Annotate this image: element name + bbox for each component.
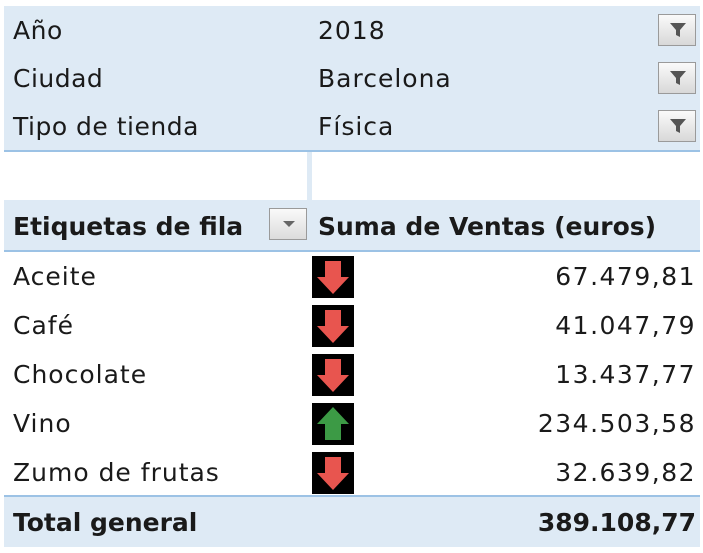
table-row[interactable]: Aceite 67.479,81 bbox=[4, 252, 700, 301]
trend-indicator bbox=[312, 256, 354, 298]
column-clip-edge bbox=[700, 6, 703, 547]
filter-funnel-icon bbox=[670, 71, 686, 85]
row-label: Zumo de frutas bbox=[13, 458, 220, 487]
table-row[interactable]: Zumo de frutas 32.639,82 bbox=[4, 448, 700, 497]
filter-label: Año bbox=[13, 16, 63, 45]
pivot-header-row: Etiquetas de fila Suma de Ventas (euros) bbox=[4, 200, 700, 252]
filter-label: Ciudad bbox=[13, 64, 104, 93]
filter-value: 2018 bbox=[318, 16, 386, 45]
column-separator bbox=[307, 152, 312, 200]
filter-row-city: Ciudad Barcelona bbox=[4, 54, 700, 102]
green-up-arrow-icon bbox=[317, 407, 349, 440]
sales-value: 13.437,77 bbox=[555, 360, 696, 389]
red-down-arrow-icon bbox=[317, 310, 349, 343]
row-label: Vino bbox=[13, 409, 72, 438]
row-labels-dropdown-button[interactable] bbox=[269, 208, 307, 240]
sales-value: 67.479,81 bbox=[555, 262, 696, 291]
table-row[interactable]: Chocolate 13.437,77 bbox=[4, 350, 700, 399]
table-row[interactable]: Vino 234.503,58 bbox=[4, 399, 700, 448]
sum-values-header[interactable]: Suma de Ventas (euros) bbox=[318, 212, 657, 241]
row-label: Chocolate bbox=[13, 360, 148, 389]
filter-row-store-type: Tipo de tienda Física bbox=[4, 102, 700, 150]
trend-indicator bbox=[312, 403, 354, 445]
row-labels-header[interactable]: Etiquetas de fila bbox=[13, 212, 244, 241]
table-row[interactable]: Café 41.047,79 bbox=[4, 301, 700, 350]
filter-button[interactable] bbox=[658, 14, 696, 46]
filter-value: Barcelona bbox=[318, 64, 452, 93]
sales-value: 41.047,79 bbox=[555, 311, 696, 340]
trend-indicator bbox=[312, 354, 354, 396]
grand-total-label: Total general bbox=[13, 508, 198, 537]
grand-total-row[interactable]: Total general 389.108,77 bbox=[4, 495, 700, 547]
red-down-arrow-icon bbox=[317, 261, 349, 294]
grand-total-value: 389.108,77 bbox=[537, 508, 696, 537]
report-filters: Año 2018 Ciudad Barcelona Tipo de tienda… bbox=[4, 6, 700, 150]
filter-label: Tipo de tienda bbox=[13, 112, 199, 141]
trend-indicator bbox=[312, 305, 354, 347]
blank-spacer-row bbox=[4, 150, 700, 200]
filter-button[interactable] bbox=[658, 110, 696, 142]
filter-funnel-icon bbox=[670, 23, 686, 37]
chevron-down-icon bbox=[283, 221, 295, 227]
filter-row-year: Año 2018 bbox=[4, 6, 700, 54]
filter-button[interactable] bbox=[658, 62, 696, 94]
row-label: Café bbox=[13, 311, 74, 340]
sales-value: 32.639,82 bbox=[555, 458, 696, 487]
trend-indicator bbox=[312, 452, 354, 494]
row-label: Aceite bbox=[13, 262, 97, 291]
sales-value: 234.503,58 bbox=[537, 409, 696, 438]
filter-funnel-icon bbox=[670, 119, 686, 133]
red-down-arrow-icon bbox=[317, 359, 349, 392]
filter-value: Física bbox=[318, 112, 395, 141]
red-down-arrow-icon bbox=[317, 457, 349, 490]
